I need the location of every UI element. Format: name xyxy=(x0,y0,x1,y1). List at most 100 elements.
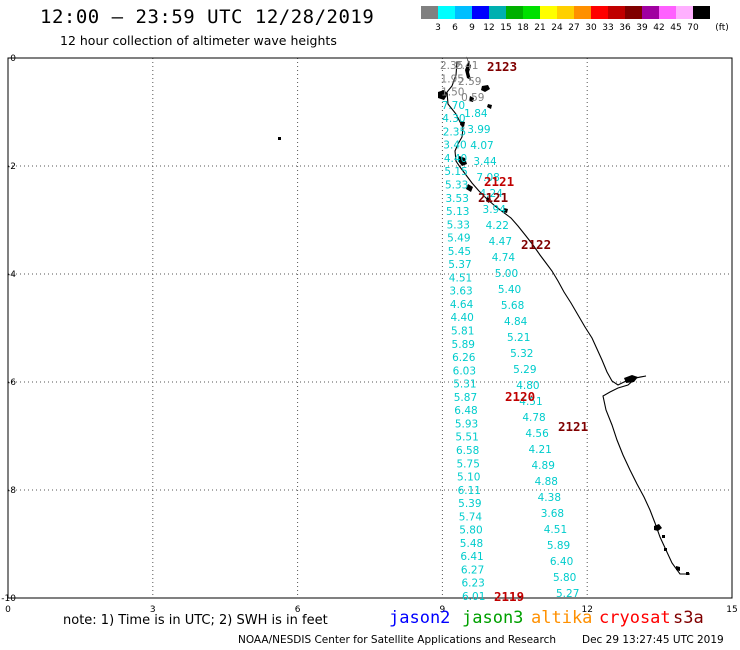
color-scale-label: 45 xyxy=(670,23,682,33)
wave-height-value: 4.40 xyxy=(444,153,467,165)
wave-height-value: 5.89 xyxy=(452,339,475,351)
wave-height-value: 5.29 xyxy=(513,364,536,376)
wave-height-value: 5.27 xyxy=(556,588,579,600)
wave-height-value: 4.07 xyxy=(470,140,493,152)
wave-height-value: 6.27 xyxy=(461,564,484,576)
wave-height-value: 5.68 xyxy=(501,300,524,312)
color-scale-label: 21 xyxy=(534,23,546,33)
island xyxy=(438,90,448,100)
wave-height-value: 4.47 xyxy=(489,236,512,248)
y-tick-label: -6 xyxy=(7,378,16,388)
wave-height-value: 4.51 xyxy=(544,524,567,536)
y-tick-label: -4 xyxy=(7,270,16,280)
wave-height-value: 1.50 xyxy=(441,87,464,99)
map-frame xyxy=(7,57,733,599)
wave-height-value: 2.35 xyxy=(440,60,463,72)
wave-height-value: 4.38 xyxy=(538,492,561,504)
wave-height-value: 5.37 xyxy=(448,259,471,271)
wave-height-value: 2.35 xyxy=(443,126,466,138)
page-subtitle: 12 hour collection of altimeter wave hei… xyxy=(60,33,337,48)
island xyxy=(686,572,689,575)
pass-number-label: 2122 xyxy=(521,237,551,252)
wave-height-value: 6.23 xyxy=(461,578,484,590)
wave-height-value: 4.30 xyxy=(442,113,465,125)
wave-height-value: 7.08 xyxy=(476,172,499,184)
color-swatch xyxy=(472,6,489,19)
wave-height-value: 6.01 xyxy=(462,591,485,603)
island-group xyxy=(278,56,689,575)
wave-height-value: 5.80 xyxy=(459,525,482,537)
y-tick-label: -10 xyxy=(1,594,16,604)
wave-height-value: 5.32 xyxy=(510,348,533,360)
y-tick-label: 0 xyxy=(10,54,16,64)
legend-item-cryosat: cryosat xyxy=(599,608,671,628)
color-scale-label: 15 xyxy=(500,23,512,33)
color-scale-label: 42 xyxy=(653,23,665,33)
wave-height-value: 5.33 xyxy=(447,219,470,231)
color-swatch xyxy=(506,6,523,19)
pass-number-label: 2119 xyxy=(494,589,524,604)
color-swatch xyxy=(489,6,506,19)
color-swatch xyxy=(676,6,693,19)
wave-height-value: 4.22 xyxy=(486,220,509,232)
island xyxy=(458,156,467,166)
wave-height-value: 6.40 xyxy=(550,556,573,568)
wave-height-value: 5.33 xyxy=(445,179,468,191)
wave-height-value: 4.56 xyxy=(525,428,549,440)
x-tick-label: 12 xyxy=(581,605,592,615)
wave-height-value: 4.21 xyxy=(528,444,551,456)
wave-height-value: 6.58 xyxy=(456,445,479,457)
wave-height-value: 4.51 xyxy=(519,396,542,408)
island xyxy=(664,548,667,551)
color-swatch xyxy=(523,6,540,19)
color-scale-label: 9 xyxy=(469,23,475,33)
axis-ticks: 0 3 6 9 12 15 0 -2 -4 -6 -8 -10 xyxy=(1,54,737,615)
color-scale-label: 27 xyxy=(568,23,580,33)
island xyxy=(662,535,665,538)
wave-height-value: 7.70 xyxy=(442,100,465,112)
wave-height-value: 5.45 xyxy=(448,246,471,258)
x-tick-label: 3 xyxy=(150,605,156,615)
wave-height-value: 5.80 xyxy=(553,572,576,584)
color-swatch xyxy=(574,6,591,19)
wave-height-value: 2.41 xyxy=(455,60,478,72)
pass-number-label: 2121 xyxy=(484,174,514,189)
island xyxy=(487,104,492,109)
wave-height-value: 1.95 xyxy=(441,73,464,85)
color-scale-label: 36 xyxy=(619,23,631,33)
color-scale-label: 30 xyxy=(585,23,597,33)
wave-height-value: 5.81 xyxy=(451,326,474,338)
x-tick-label: 0 xyxy=(5,605,11,615)
wave-height-value: 5.39 xyxy=(458,498,481,510)
island xyxy=(654,524,662,531)
island xyxy=(460,121,465,127)
color-swatch xyxy=(455,6,472,19)
wave-height-value: 3.68 xyxy=(541,508,564,520)
wave-height-labels: 2.351.951.507.704.302.353.404.405.155.33… xyxy=(440,60,579,603)
color-scale-label: 33 xyxy=(602,23,614,33)
wave-height-value: 3.94 xyxy=(483,204,507,216)
wave-height-value: 6.41 xyxy=(460,551,483,563)
footer-timestamp: Dec 29 13:27:45 UTC 2019 xyxy=(582,634,724,646)
wave-height-value: 4.89 xyxy=(532,460,555,472)
color-scale-label: 39 xyxy=(636,23,648,33)
island xyxy=(486,197,491,203)
color-swatch xyxy=(693,6,710,19)
footer-credit: NOAA/NESDIS Center for Satellite Applica… xyxy=(238,634,556,646)
wave-height-value: 2.59 xyxy=(458,76,481,88)
color-swatch xyxy=(591,6,608,19)
wave-height-value: 5.48 xyxy=(460,538,483,550)
wave-height-value: 4.24 xyxy=(479,188,503,200)
y-tick-label: -8 xyxy=(7,486,16,496)
color-scale-label: 70 xyxy=(687,23,699,33)
island xyxy=(624,375,638,383)
wave-height-value: 6.03 xyxy=(453,365,476,377)
color-swatch xyxy=(438,6,455,19)
wave-height-value: 3.53 xyxy=(446,193,469,205)
color-scale-label: 6 xyxy=(452,23,458,33)
island xyxy=(469,96,474,102)
color-scale xyxy=(421,6,710,19)
island xyxy=(481,85,490,92)
wave-height-value: 4.64 xyxy=(450,299,474,311)
